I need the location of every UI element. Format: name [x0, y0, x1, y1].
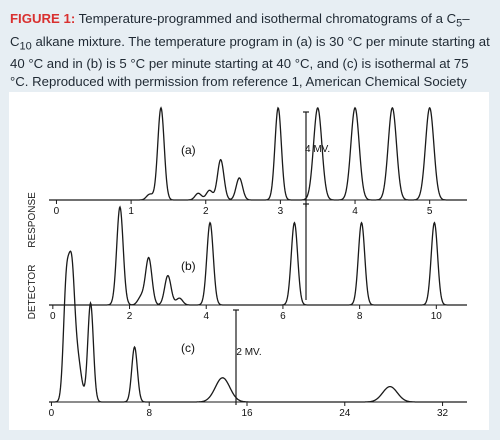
caption-subscript-1: 5 [456, 17, 463, 30]
chromatogram-trace-3 [49, 250, 467, 403]
x-tick-label: 3 [278, 206, 284, 217]
caption-text-2: –C [10, 11, 470, 49]
caption-subscript-2: 10 [19, 40, 32, 53]
chromatogram-figure: DETECTOR RESPONSE 0 1 2 3 4 5(a) 4 MV.0 2 4 6 8 10(… [27, 106, 467, 419]
x-tick-label: 0 [50, 311, 56, 322]
x-tick-label: 4 [352, 206, 358, 217]
panel-label: (c) [181, 341, 195, 355]
x-tick-label: 8 [146, 408, 152, 419]
x-tick-label: 4 [203, 311, 209, 322]
scale-label: 4 MV. [305, 144, 330, 155]
x-tick-label: 16 [241, 408, 253, 419]
x-tick-label: 32 [437, 408, 449, 419]
x-tick-label: 0 [54, 206, 60, 217]
x-tick-label: 0 [49, 408, 55, 419]
x-tick-label: 1 [128, 206, 134, 217]
panel-label: (b) [181, 259, 196, 273]
chromatogram-traces: 0 1 2 3 4 5(a) 4 MV.0 2 4 6 8 10(b)0 8 16 24 32(c) 2 MV. [49, 106, 467, 419]
x-tick-label: 10 [431, 311, 443, 322]
x-tick-label: 2 [127, 311, 133, 322]
y-axis-label-detector: DETECTOR [27, 265, 38, 320]
scale-label: 2 MV. [236, 347, 261, 358]
y-axis-label-response: RESPONSE [27, 192, 38, 248]
x-tick-label: 8 [357, 311, 363, 322]
chromatogram-panel: DETECTOR RESPONSE 0 1 2 3 4 5 (a) 4 MV. 0 2 4 6 8 10(… [9, 92, 489, 430]
x-tick-label: 6 [280, 311, 286, 322]
figure-label: FIGURE 1: [10, 11, 76, 26]
chromatogram-trace-2 [49, 205, 467, 306]
x-tick-label: 2 [203, 206, 209, 217]
caption-text-1: Temperature-programmed and isothermal ch… [75, 11, 457, 26]
x-tick-label: 5 [427, 206, 433, 217]
chromatogram-trace-1 [49, 106, 467, 201]
panel-label: (a) [181, 143, 196, 157]
x-tick-label: 24 [339, 408, 351, 419]
